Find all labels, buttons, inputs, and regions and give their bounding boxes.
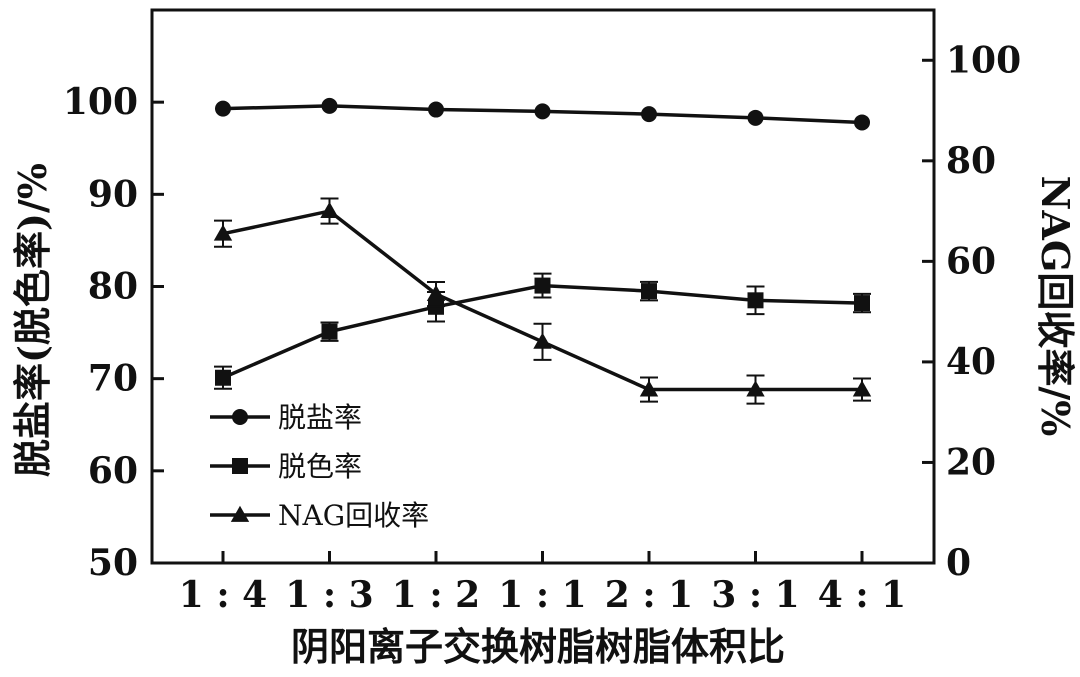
x-tick-label: 2 : 1 [605, 574, 693, 616]
y-axis-title-left: 脱盐率(脱色率)/% [10, 163, 55, 477]
right-tick-label: 40 [946, 341, 996, 383]
marker-circle [232, 409, 248, 425]
marker-circle [534, 103, 551, 120]
x-tick-label: 1 : 2 [392, 574, 480, 616]
legend-label: 脱色率 [278, 450, 362, 483]
x-tick-label: 1 : 3 [285, 574, 373, 616]
marker-triangle [320, 201, 339, 218]
right-tick-label: 60 [946, 240, 996, 282]
right-tick-label: 0 [946, 542, 971, 584]
left-tick-label: 50 [88, 542, 138, 584]
series-square [214, 272, 871, 390]
right-axis-ticks: 0 20 40 60 80 100 [922, 39, 1021, 584]
left-tick-label: 80 [88, 266, 138, 308]
right-tick-label: 100 [946, 39, 1021, 81]
marker-circle [428, 101, 444, 118]
marker-circle [215, 100, 231, 117]
x-tick-label: 3 : 1 [711, 574, 799, 616]
legend-item-circle: 脱盐率 [210, 401, 362, 434]
left-tick-label: 70 [88, 358, 138, 400]
y-axis-title-right: NAG回收率/% [1033, 176, 1078, 437]
marker-circle [641, 106, 657, 123]
marker-square [232, 458, 248, 474]
legend-label: NAG回收率 [278, 499, 429, 532]
marker-circle [321, 97, 338, 114]
marker-triangle [426, 284, 446, 301]
marker-square [747, 292, 764, 309]
legend-label: 脱盐率 [278, 401, 362, 434]
x-tick-label: 1 : 1 [498, 574, 586, 616]
left-tick-label: 60 [88, 450, 138, 492]
x-tick-label: 4 : 1 [818, 574, 906, 616]
x-axis-ticks: 1 : 4 1 : 3 1 : 2 1 : 1 2 : 1 3 : 1 4 : 1 [179, 551, 906, 616]
marker-circle [854, 114, 870, 131]
marker-square [321, 323, 338, 340]
series-layer [213, 97, 872, 405]
series-triangle [213, 197, 872, 405]
left-axis-ticks: 50 60 70 80 90 100 [63, 81, 164, 584]
marker-triangle [230, 505, 250, 522]
series-circle [215, 97, 870, 131]
right-tick-label: 20 [946, 441, 996, 483]
marker-triangle [533, 332, 552, 349]
marker-square [641, 283, 657, 300]
marker-triangle [746, 380, 765, 397]
legend-item-triangle: NAG回收率 [210, 499, 429, 532]
marker-triangle [213, 224, 233, 241]
marker-circle [747, 109, 764, 126]
left-tick-label: 90 [88, 173, 138, 215]
legend-item-square: 脱色率 [210, 450, 362, 483]
marker-triangle [639, 380, 659, 397]
x-tick-label: 1 : 4 [179, 574, 267, 616]
marker-square [854, 295, 870, 312]
marker-square [215, 369, 231, 386]
x-axis-title: 阴阳离子交换树脂树脂体积比 [291, 624, 785, 669]
marker-triangle [852, 380, 872, 397]
right-tick-label: 80 [946, 140, 996, 182]
marker-square [534, 277, 551, 294]
left-tick-label: 100 [63, 81, 138, 123]
